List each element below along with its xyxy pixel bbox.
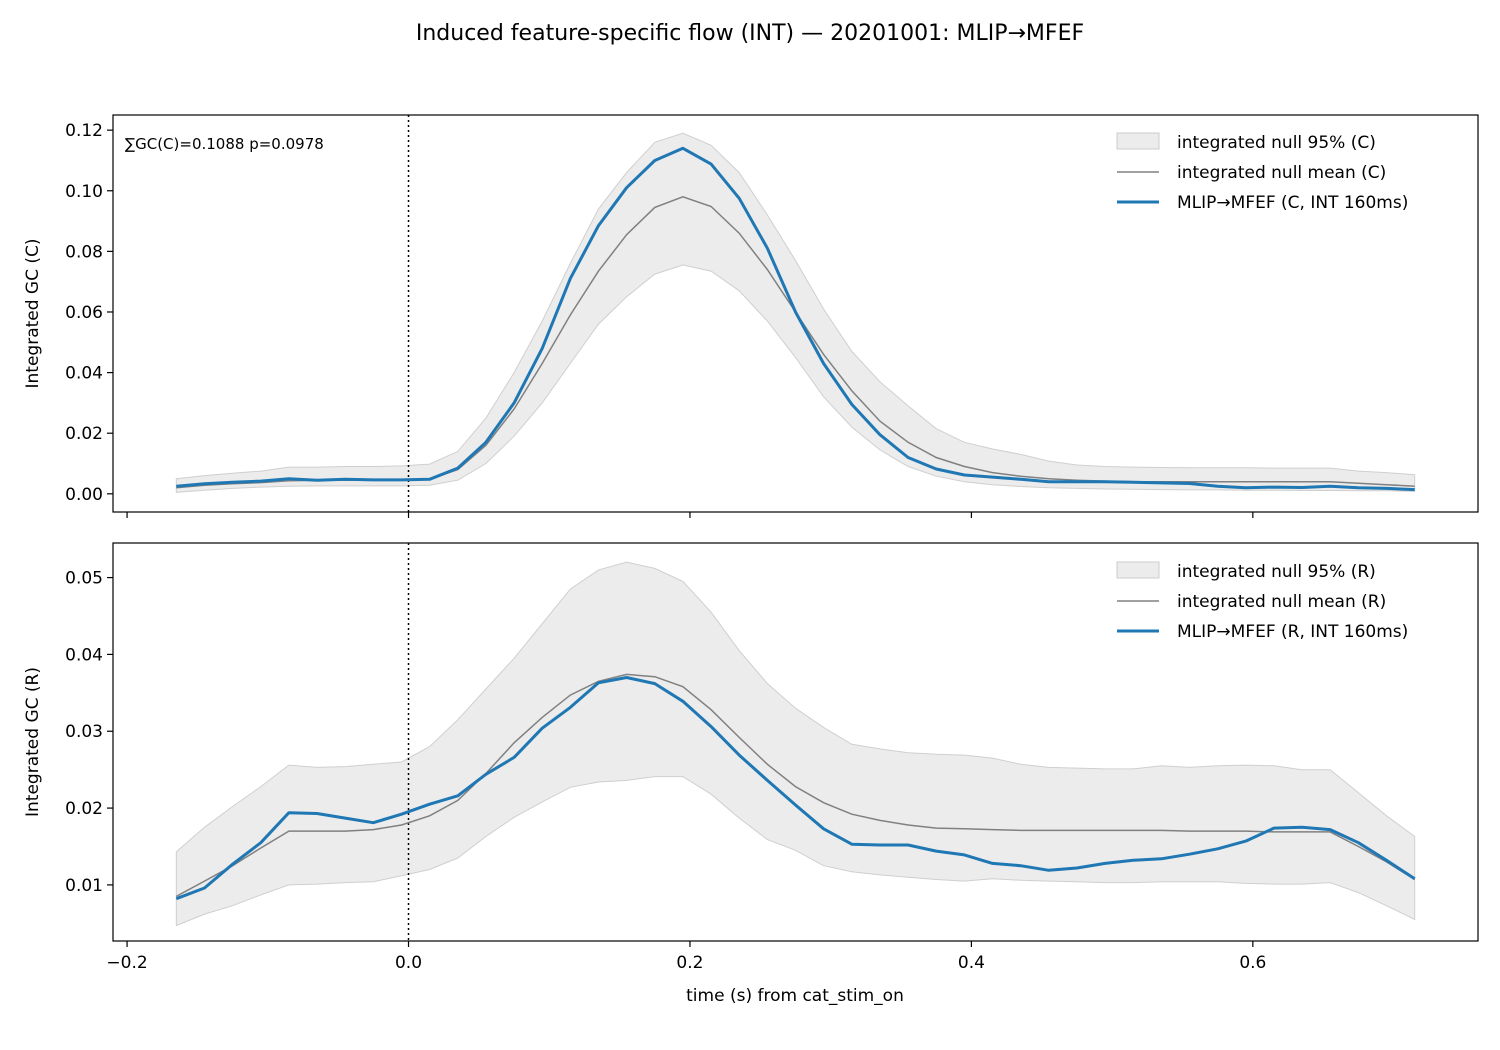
legend: integrated null 95% (R) integrated null …: [1116, 561, 1408, 642]
axes-frame: [112, 114, 1479, 513]
y-tick-label: 0.08: [65, 242, 103, 262]
y-tick-label: 0.06: [65, 303, 103, 323]
figure-title: Induced feature-specific flow (INT) — 20…: [416, 21, 1084, 46]
y-tick-label: 0.10: [65, 182, 103, 202]
legend-swatch-null-band: [1116, 561, 1160, 579]
legend-label-series: MLIP→MFEF (C, INT 160ms): [1177, 193, 1408, 213]
legend-swatch-null-band: [1116, 132, 1160, 150]
null-mean-line: [175, 673, 1416, 898]
stats-annotation: ∑GC(C)=0.1088 p=0.0978: [125, 135, 324, 153]
legend-label-null-mean: integrated null mean (C): [1177, 163, 1386, 183]
y-tick-label: 0.04: [65, 645, 103, 665]
x-tick-label: 0.4: [958, 953, 985, 973]
plot-area: 0.01 0.02 0.03 0.04 0.05 −0.2 0.0 0.2 0.4 0.6: [65, 542, 1479, 973]
legend-label-null-band: integrated null 95% (R): [1177, 562, 1376, 582]
y-tick-label: 0.04: [65, 364, 103, 384]
y-tick-label: 0.00: [65, 485, 103, 505]
y-tick-label: 0.02: [65, 799, 103, 819]
y-tick-label: 0.03: [65, 722, 103, 742]
y-tick-label: 0.05: [65, 569, 103, 589]
x-tick-label: 0.0: [395, 953, 422, 973]
legend-label-null-band: integrated null 95% (C): [1177, 133, 1376, 153]
y-tick-label: 0.02: [65, 424, 103, 444]
x-tick-label: 0.2: [676, 953, 703, 973]
series-layer: [175, 543, 1416, 941]
legend: integrated null 95% (C) integrated null …: [1116, 132, 1408, 213]
series-line: [175, 676, 1416, 901]
legend-label-null-mean: integrated null mean (R): [1177, 592, 1386, 612]
panel-bottom: 0.01 0.02 0.03 0.04 0.05 −0.2 0.0 0.2 0.4 0.6 Int…: [23, 542, 1479, 973]
null-band-area: [175, 561, 1416, 927]
x-axis-label: time (s) from cat_stim_on: [686, 986, 904, 1006]
y-axis-label: Integrated GC (R): [23, 667, 43, 817]
panel-top: 0.00 0.02 0.04 0.06 0.08 0.10 0.12 Integrated …: [23, 114, 1479, 518]
series-layer: [175, 115, 1416, 512]
plot-area: 0.00 0.02 0.04 0.06 0.08 0.10 0.12: [65, 114, 1479, 518]
y-tick-label: 0.01: [65, 876, 103, 896]
x-tick-label: 0.6: [1239, 953, 1266, 973]
legend-label-series: MLIP→MFEF (R, INT 160ms): [1177, 622, 1408, 642]
series-line: [176, 146, 1415, 492]
y-axis-label: Integrated GC (C): [23, 238, 43, 388]
x-tick-label: −0.2: [106, 953, 147, 973]
y-tick-label: 0.12: [65, 121, 103, 141]
axes-frame: [112, 542, 1479, 942]
